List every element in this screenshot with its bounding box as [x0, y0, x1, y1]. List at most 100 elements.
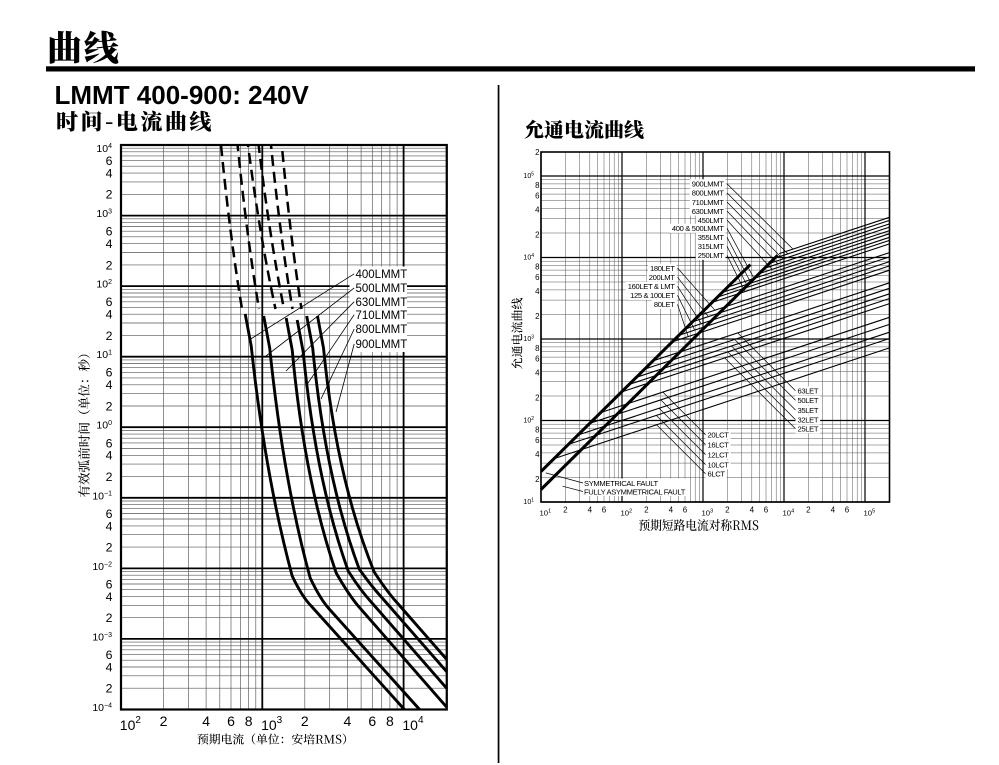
svg-text:710LMMT: 710LMMT — [692, 198, 724, 207]
svg-text:101: 101 — [540, 509, 552, 518]
svg-text:8: 8 — [535, 426, 540, 435]
svg-text:6: 6 — [106, 366, 113, 380]
svg-text:105: 105 — [864, 509, 876, 518]
svg-text:4: 4 — [535, 450, 540, 459]
svg-text:6: 6 — [535, 354, 540, 363]
svg-text:6: 6 — [106, 507, 113, 521]
svg-text:2: 2 — [535, 230, 539, 239]
svg-text:16LCT: 16LCT — [708, 440, 730, 449]
svg-text:2: 2 — [106, 399, 113, 413]
svg-text:8: 8 — [245, 713, 253, 729]
svg-text:8: 8 — [535, 181, 540, 190]
svg-text:6: 6 — [535, 436, 540, 445]
svg-text:12LCT: 12LCT — [708, 450, 730, 459]
svg-text:4: 4 — [344, 713, 352, 729]
svg-text:200LMT: 200LMT — [649, 273, 675, 282]
svg-text:4: 4 — [750, 505, 755, 514]
svg-text:2: 2 — [301, 713, 309, 729]
svg-text:8: 8 — [535, 344, 540, 353]
svg-text:6: 6 — [535, 191, 540, 200]
svg-text:8: 8 — [386, 713, 394, 729]
svg-text:2: 2 — [106, 188, 113, 202]
svg-text:4: 4 — [106, 660, 113, 674]
svg-text:4: 4 — [831, 505, 836, 514]
svg-text:4: 4 — [106, 237, 113, 251]
svg-text:8: 8 — [535, 263, 540, 272]
svg-text:6: 6 — [227, 713, 235, 729]
svg-text:103: 103 — [702, 509, 714, 518]
svg-text:6: 6 — [106, 154, 113, 168]
svg-text:102: 102 — [621, 509, 633, 518]
svg-text:900LMMT: 900LMMT — [356, 339, 408, 351]
svg-text:2: 2 — [106, 541, 113, 555]
svg-text:630LMMT: 630LMMT — [356, 297, 408, 309]
svg-text:2: 2 — [644, 505, 649, 514]
svg-text:FULLY ASYMMETRICAL FAULT: FULLY ASYMMETRICAL FAULT — [584, 487, 686, 496]
svg-text:4: 4 — [106, 590, 113, 604]
svg-text:LMMT 400-900: 240V: LMMT 400-900: 240V — [55, 80, 310, 110]
svg-text:4: 4 — [106, 519, 113, 533]
svg-text:4: 4 — [535, 287, 540, 296]
svg-text:630LMMT: 630LMMT — [692, 207, 724, 216]
svg-text:500LMMT: 500LMMT — [356, 283, 408, 295]
svg-text:32LET: 32LET — [798, 415, 819, 424]
svg-text:2: 2 — [106, 329, 113, 343]
svg-text:2: 2 — [535, 393, 539, 402]
svg-text:102: 102 — [523, 416, 534, 424]
svg-text:2: 2 — [535, 475, 539, 484]
svg-text:20LCT: 20LCT — [708, 431, 730, 440]
svg-text:105: 105 — [523, 172, 534, 180]
svg-text:450LMT: 450LMT — [698, 216, 724, 225]
svg-text:710LMMT: 710LMMT — [356, 310, 408, 322]
svg-text:2: 2 — [535, 148, 539, 157]
svg-text:4: 4 — [106, 167, 113, 181]
svg-text:250LMT: 250LMT — [698, 251, 724, 260]
svg-text:4: 4 — [106, 449, 113, 463]
svg-text:900LMMT: 900LMMT — [692, 180, 724, 189]
svg-text:50LET: 50LET — [798, 396, 819, 405]
svg-text:104: 104 — [523, 253, 534, 261]
svg-text:6: 6 — [106, 225, 113, 239]
svg-text:160LET & LMT: 160LET & LMT — [628, 282, 675, 291]
svg-text:6: 6 — [535, 273, 540, 282]
svg-text:800LMMT: 800LMMT — [356, 324, 408, 336]
svg-text:400LMMT: 400LMMT — [356, 269, 408, 281]
svg-text:2: 2 — [106, 258, 113, 272]
svg-text:103: 103 — [523, 335, 534, 343]
svg-text:800LMMT: 800LMMT — [692, 189, 724, 198]
svg-text:4: 4 — [106, 308, 113, 322]
svg-text:6: 6 — [368, 713, 376, 729]
svg-text:25LET: 25LET — [798, 425, 819, 434]
svg-text:315LMT: 315LMT — [698, 242, 724, 251]
svg-text:2: 2 — [160, 713, 168, 729]
svg-text:101: 101 — [523, 498, 534, 506]
svg-text:2: 2 — [806, 505, 811, 514]
svg-text:4: 4 — [588, 505, 593, 514]
svg-text:80LET: 80LET — [654, 300, 675, 309]
svg-text:2: 2 — [106, 470, 113, 484]
svg-text:4: 4 — [535, 369, 540, 378]
svg-text:400 & 500LMMT: 400 & 500LMMT — [672, 224, 724, 233]
svg-text:2: 2 — [563, 505, 568, 514]
svg-text:6: 6 — [683, 505, 688, 514]
svg-text:6: 6 — [106, 436, 113, 450]
svg-text:10LCT: 10LCT — [708, 460, 730, 469]
svg-text:6: 6 — [764, 505, 769, 514]
svg-text:4: 4 — [202, 713, 210, 729]
svg-text:4: 4 — [669, 505, 674, 514]
svg-text:2: 2 — [535, 312, 539, 321]
svg-text:125 & 100LET: 125 & 100LET — [630, 291, 675, 300]
svg-text:2: 2 — [725, 505, 730, 514]
svg-text:6: 6 — [845, 505, 850, 514]
svg-text:104: 104 — [783, 509, 795, 518]
svg-text:SYMMETRICAL FAULT: SYMMETRICAL FAULT — [584, 479, 659, 488]
svg-text:180LET: 180LET — [650, 264, 675, 273]
svg-text:6: 6 — [602, 505, 607, 514]
svg-text:6: 6 — [106, 295, 113, 309]
svg-text:355LMT: 355LMT — [698, 233, 724, 242]
svg-text:2: 2 — [106, 611, 113, 625]
svg-text:6LCT: 6LCT — [708, 470, 726, 479]
svg-text:35LET: 35LET — [798, 406, 819, 415]
svg-text:2: 2 — [106, 682, 113, 696]
svg-text:63LET: 63LET — [798, 387, 819, 396]
